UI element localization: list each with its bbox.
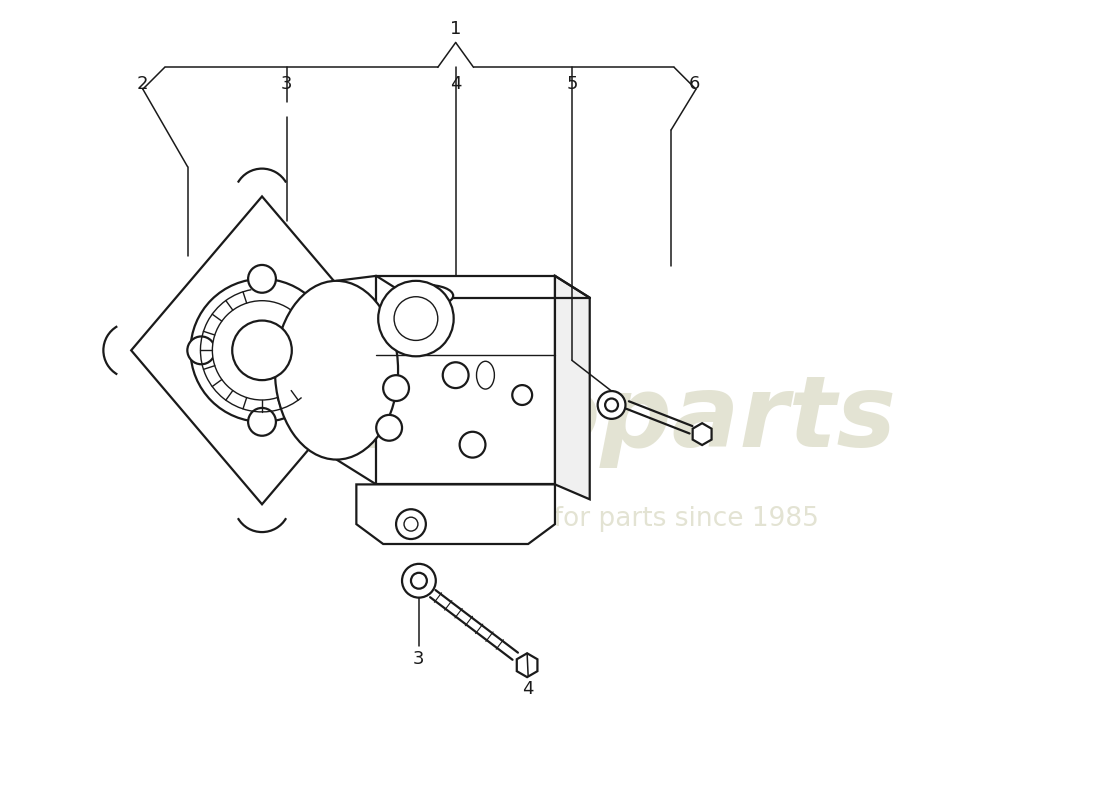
Circle shape	[597, 391, 626, 419]
Circle shape	[383, 375, 409, 401]
Circle shape	[402, 564, 436, 598]
Circle shape	[605, 398, 618, 411]
Ellipse shape	[398, 285, 453, 306]
Ellipse shape	[476, 362, 494, 389]
Text: 2: 2	[138, 75, 148, 94]
Circle shape	[460, 432, 485, 458]
Circle shape	[513, 385, 532, 405]
Text: 1: 1	[450, 19, 461, 38]
Circle shape	[249, 408, 276, 436]
Text: a passion for parts since 1985: a passion for parts since 1985	[420, 506, 820, 532]
Text: 4: 4	[522, 680, 534, 698]
Polygon shape	[356, 485, 556, 544]
Polygon shape	[376, 276, 556, 485]
Text: 6: 6	[689, 75, 700, 94]
Polygon shape	[556, 276, 590, 499]
Polygon shape	[693, 423, 712, 445]
Circle shape	[212, 301, 311, 400]
Circle shape	[309, 337, 337, 364]
Circle shape	[442, 362, 469, 388]
Circle shape	[190, 279, 333, 422]
Circle shape	[396, 510, 426, 539]
Text: europarts: europarts	[343, 371, 896, 468]
Text: 5: 5	[566, 75, 578, 94]
Circle shape	[187, 337, 216, 364]
Ellipse shape	[275, 281, 398, 459]
Circle shape	[411, 573, 427, 589]
Circle shape	[249, 265, 276, 293]
Text: 3: 3	[414, 650, 425, 668]
Circle shape	[394, 297, 438, 341]
Text: 3: 3	[282, 75, 293, 94]
Circle shape	[232, 321, 292, 380]
Text: 4: 4	[450, 75, 461, 94]
Polygon shape	[131, 197, 393, 504]
Circle shape	[378, 281, 453, 356]
Circle shape	[404, 517, 418, 531]
Polygon shape	[517, 654, 538, 677]
Circle shape	[376, 415, 402, 441]
